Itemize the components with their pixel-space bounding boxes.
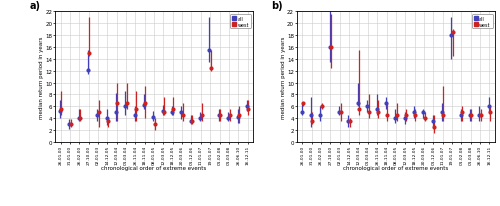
Y-axis label: median return period in years: median return period in years (280, 36, 285, 118)
Legend: all, west: all, west (230, 15, 251, 29)
Text: b): b) (271, 1, 282, 11)
Y-axis label: median return period in years: median return period in years (39, 36, 44, 118)
Text: a): a) (29, 1, 40, 11)
X-axis label: chronological order of extreme events: chronological order of extreme events (102, 166, 206, 171)
X-axis label: chronological order of extreme events: chronological order of extreme events (344, 166, 448, 171)
Legend: all, west: all, west (472, 15, 492, 29)
